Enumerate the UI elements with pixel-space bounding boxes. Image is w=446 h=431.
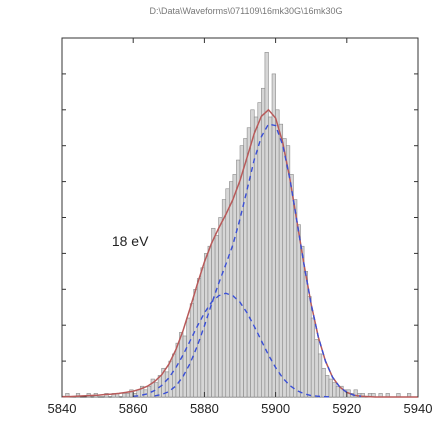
histogram-bar xyxy=(175,342,180,398)
histogram-bar xyxy=(293,199,298,398)
histogram-bar xyxy=(328,378,333,398)
histogram-bar xyxy=(314,339,319,398)
histogram-bar xyxy=(232,174,237,398)
histogram-bar xyxy=(264,52,269,398)
histogram-bar xyxy=(282,138,287,398)
histogram-bar xyxy=(335,385,340,398)
histogram-bar xyxy=(186,317,191,398)
histogram-bar xyxy=(168,360,173,398)
histogram-bar xyxy=(307,296,312,398)
x-tick-label: 5940 xyxy=(404,401,433,416)
histogram-bar xyxy=(196,278,202,398)
histogram-bar xyxy=(268,116,273,398)
gaussian-component-2 xyxy=(154,123,362,397)
total-fit-line xyxy=(62,108,418,398)
histogram-bar xyxy=(239,145,244,398)
x-axis: 5840 5860 5880 5900 5920 5940 xyxy=(48,38,433,416)
x-tick-label: 5840 xyxy=(48,401,77,416)
annotation-18ev: 18 eV xyxy=(112,233,149,249)
histogram-bar xyxy=(321,367,326,398)
histogram-bar xyxy=(275,109,280,398)
histogram-bar xyxy=(218,217,223,398)
x-tick-label: 5920 xyxy=(332,401,361,416)
histogram-bar xyxy=(325,375,330,398)
histogram-bar xyxy=(243,138,248,398)
histogram-bar xyxy=(221,199,227,398)
histogram-bar xyxy=(318,353,323,398)
histogram-bar xyxy=(211,227,216,398)
x-tick-label: 5880 xyxy=(190,401,219,416)
histogram-bar xyxy=(278,123,284,398)
histogram-bar xyxy=(303,271,308,398)
histogram-bar xyxy=(229,181,234,398)
histogram-bar xyxy=(300,245,305,398)
histogram-bar xyxy=(75,393,81,398)
histogram-bar xyxy=(172,353,177,398)
histogram-bar xyxy=(332,382,337,398)
histogram xyxy=(65,52,412,398)
histogram-bar xyxy=(125,393,130,398)
histogram-bar xyxy=(179,332,184,398)
histogram-bar xyxy=(182,335,187,398)
histogram-bar xyxy=(296,224,301,398)
histogram-bar xyxy=(207,245,212,398)
histogram-bar xyxy=(193,288,198,398)
histogram-bar xyxy=(236,159,241,398)
histogram-bar xyxy=(214,235,219,398)
histogram-bar xyxy=(285,145,291,398)
gaussian-component-1 xyxy=(133,292,333,398)
histogram-bar xyxy=(147,385,152,398)
fit-curves xyxy=(62,108,418,398)
histogram-bar xyxy=(246,127,251,398)
histogram-bar xyxy=(310,317,316,398)
chart-title: D:\Data\Waveforms\071109\16mk30G\16mk30G xyxy=(149,6,342,16)
x-tick-label: 5860 xyxy=(119,401,148,416)
x-tick-label: 5900 xyxy=(261,401,290,416)
histogram-bar xyxy=(122,393,127,398)
histogram-bar xyxy=(257,102,262,398)
histogram-bar xyxy=(271,73,276,398)
histogram-bar xyxy=(189,303,195,398)
histogram-bar xyxy=(289,174,294,398)
histogram-bar xyxy=(143,389,148,398)
histogram-bar xyxy=(250,109,255,398)
